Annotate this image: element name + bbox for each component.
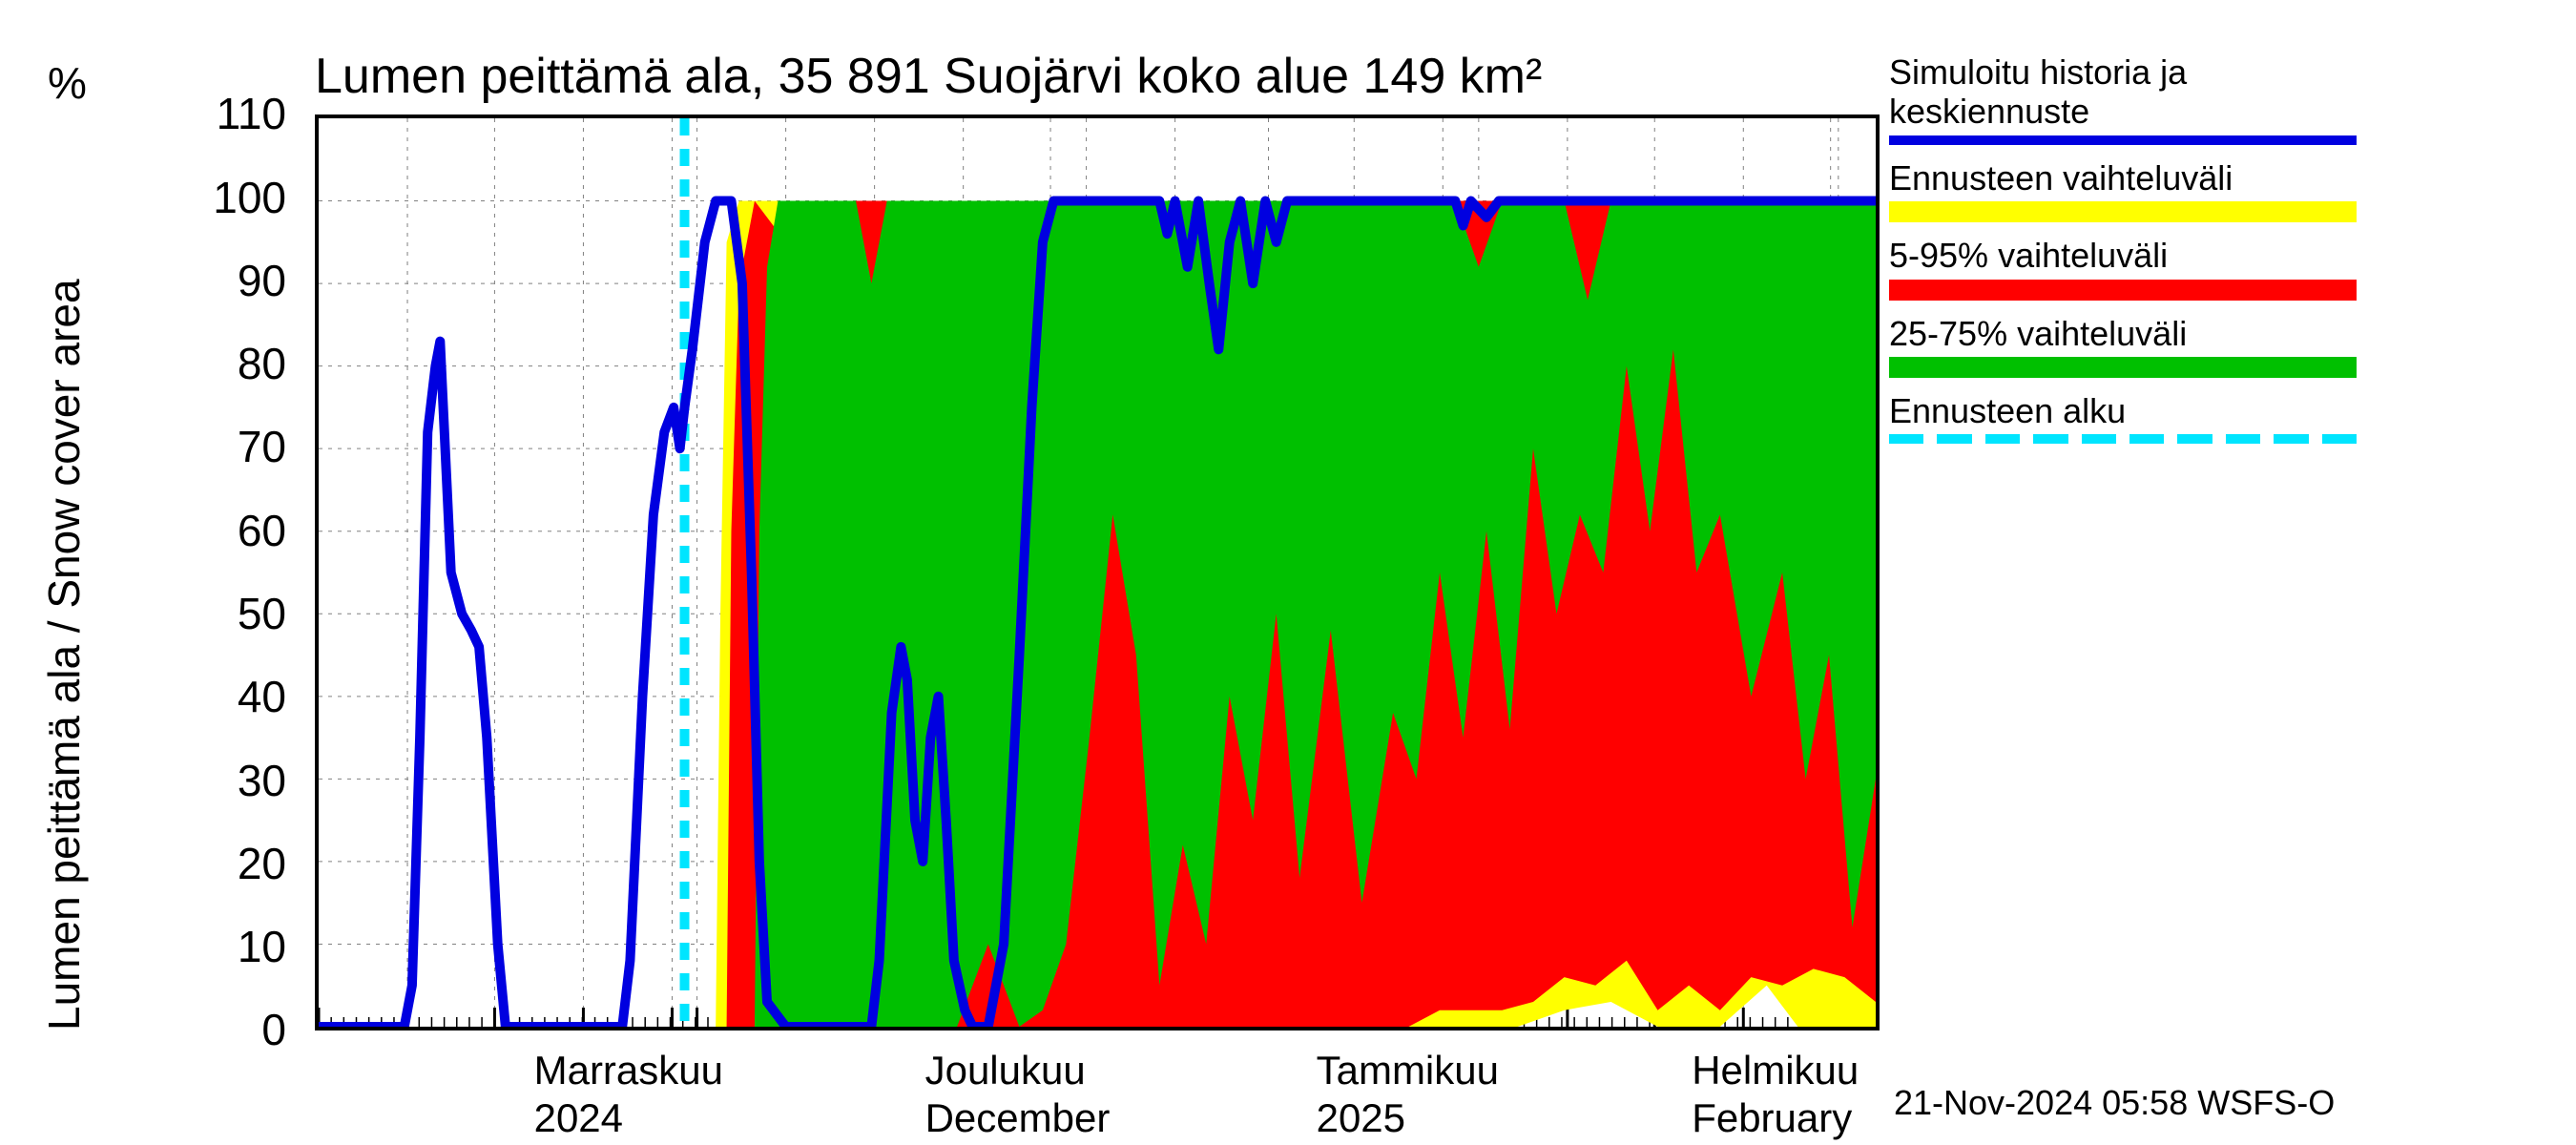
x-label-bottom: February [1692,1095,1852,1141]
y-axis-label: Lumen peittämä ala / Snow cover area [38,279,90,1030]
footer-timestamp: 21-Nov-2024 05:58 WSFS-O [1894,1083,2335,1123]
legend-entry-2: 5-95% vaihteluväli [1889,236,2357,300]
y-tick-110: 110 [0,88,286,139]
legend-label: keskiennuste [1889,92,2357,131]
y-tick-60: 60 [0,505,286,556]
legend: Simuloitu historia jakeskiennuste Ennuste… [1889,52,2357,457]
x-label-top: Joulukuu [925,1048,1086,1093]
legend-label: 5-95% vaihteluväli [1889,236,2357,275]
legend-swatch [1889,135,2357,145]
legend-label: Simuloitu historia ja [1889,52,2357,92]
y-tick-0: 0 [0,1004,286,1055]
y-tick-30: 30 [0,755,286,806]
legend-swatch [1889,201,2357,222]
page-root: Lumen peittämä ala, 35 891 Suojärvi koko… [0,0,2576,1145]
x-label-top: Tammikuu [1317,1048,1499,1093]
plot-svg [319,118,1876,1027]
legend-label: Ennusteen vaihteluväli [1889,158,2357,198]
legend-entry-1: Ennusteen vaihteluväli [1889,158,2357,222]
legend-entry-3: 25-75% vaihteluväli [1889,314,2357,378]
y-tick-10: 10 [0,921,286,972]
legend-entry-4: Ennusteen alku [1889,391,2357,444]
legend-swatch [1889,357,2357,378]
legend-swatch [1889,434,2357,444]
legend-label: Ennusteen alku [1889,391,2357,430]
chart-title: Lumen peittämä ala, 35 891 Suojärvi koko… [315,48,1542,105]
plot-area [315,114,1880,1030]
y-tick-90: 90 [0,255,286,306]
x-label-bottom: December [925,1095,1111,1141]
x-label-top: Marraskuu [534,1048,723,1093]
legend-label: 25-75% vaihteluväli [1889,314,2357,353]
x-label-top: Helmikuu [1692,1048,1859,1093]
y-tick-80: 80 [0,338,286,389]
y-tick-40: 40 [0,671,286,722]
y-tick-100: 100 [0,172,286,223]
legend-swatch [1889,280,2357,301]
y-tick-20: 20 [0,838,286,889]
y-tick-70: 70 [0,421,286,472]
y-tick-50: 50 [0,588,286,639]
x-label-bottom: 2025 [1317,1095,1405,1141]
legend-entry-0: Simuloitu historia jakeskiennuste [1889,52,2357,145]
x-label-bottom: 2024 [534,1095,623,1141]
